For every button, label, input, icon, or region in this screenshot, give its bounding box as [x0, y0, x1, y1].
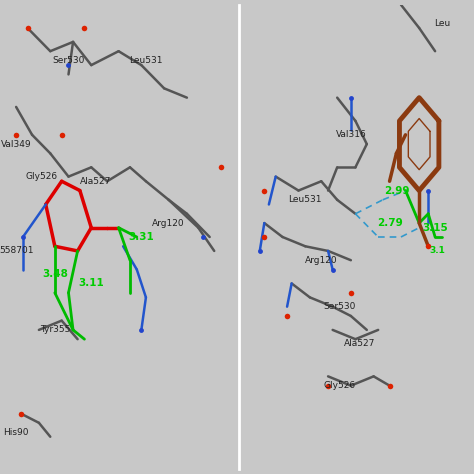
Text: Val316: Val316 — [336, 130, 366, 139]
Text: Ala527: Ala527 — [344, 339, 376, 348]
Text: Ser530: Ser530 — [52, 56, 85, 65]
Text: 3.48: 3.48 — [42, 269, 68, 279]
Text: Arg120: Arg120 — [305, 256, 337, 264]
Text: Leu531: Leu531 — [129, 56, 163, 65]
Text: Ala527: Ala527 — [80, 177, 111, 186]
Text: Ser530: Ser530 — [323, 302, 356, 311]
Text: Leu531: Leu531 — [289, 195, 322, 204]
Text: Gly526: Gly526 — [323, 381, 356, 390]
Text: 3.11: 3.11 — [78, 278, 104, 289]
Text: His90: His90 — [3, 428, 29, 437]
Text: 3.31: 3.31 — [128, 232, 154, 242]
Text: Gly526: Gly526 — [25, 172, 57, 181]
Text: 3.1: 3.1 — [429, 246, 445, 255]
Text: 3.15: 3.15 — [422, 223, 448, 233]
Text: Val349: Val349 — [1, 140, 31, 148]
Text: 558701: 558701 — [0, 246, 33, 255]
Text: 2.99: 2.99 — [383, 185, 409, 196]
Text: Leu: Leu — [434, 19, 450, 28]
Text: 2.79: 2.79 — [377, 218, 402, 228]
Text: Tyr355: Tyr355 — [40, 326, 70, 334]
Text: Arg120: Arg120 — [152, 219, 185, 228]
